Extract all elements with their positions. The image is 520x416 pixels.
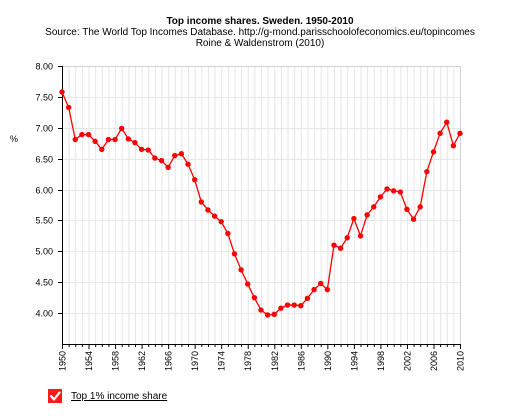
x-tick-label: 1994 [349,351,359,371]
data-point[interactable] [298,302,304,309]
x-tick-label: 1950 [58,351,68,371]
data-point[interactable] [331,242,337,248]
chart-subtitle-authors: Roine & Waldenstrom (2010) [195,38,325,49]
data-point[interactable] [404,206,410,213]
data-point[interactable] [225,230,231,237]
data-point[interactable] [138,146,145,153]
data-point[interactable] [158,157,165,164]
data-point[interactable] [337,245,344,251]
data-point[interactable] [165,164,171,171]
y-tick-label: 5.50 [35,216,53,226]
y-axis-label: % [10,134,18,144]
y-tick-label: 7.50 [35,93,53,103]
data-point[interactable] [278,305,284,311]
legend[interactable]: Top 1% income share [48,388,167,404]
y-tick-label: 8.00 [35,62,53,72]
data-point[interactable] [218,218,224,225]
x-tick-label: 1974 [217,351,227,371]
data-point[interactable] [390,188,397,194]
data-point[interactable] [205,207,211,213]
x-tick-label: 1962 [137,351,147,371]
data-point[interactable] [258,307,264,313]
y-tick-label: 6.50 [35,155,53,165]
data-point[interactable] [351,215,357,222]
data-point[interactable] [99,146,105,153]
chart-subtitle-source: Source: The World Top Incomes Database. … [45,27,475,38]
y-tick-label: 4.50 [35,278,53,288]
data-point[interactable] [450,142,457,149]
data-point[interactable] [357,233,364,239]
y-tick-label: 6.00 [35,186,53,196]
data-point[interactable] [344,235,350,241]
data-point[interactable] [92,138,98,145]
data-point[interactable] [172,152,178,159]
data-point[interactable] [59,89,65,95]
data-point[interactable] [125,136,132,142]
data-point[interactable] [371,204,377,210]
checkmark-icon [49,391,61,401]
x-tick-label: 1958 [111,351,121,371]
data-point[interactable] [410,216,417,222]
data-point[interactable] [437,130,443,137]
data-point[interactable] [119,125,125,132]
x-tick-label: 1966 [164,351,174,371]
data-point[interactable] [397,189,403,195]
data-point[interactable] [178,151,185,157]
x-tick-label: 1978 [243,351,253,371]
y-tick-label: 7.00 [35,124,53,134]
data-point[interactable] [284,302,291,308]
chart-titles: Top income shares. Sweden. 1950-2010 Sou… [0,16,520,49]
y-tick-label: 5.00 [35,247,53,257]
axes: 4.00 4.50 5.00 5.50 6.00 6.50 7.00 7.50 8.00 1950… [35,62,465,372]
data-point[interactable] [377,194,384,200]
data-point[interactable] [152,155,158,161]
data-point[interactable] [271,311,277,318]
x-tick-label: 1970 [190,351,200,371]
x-tick-label: 1998 [376,351,386,371]
x-tick-label: 1954 [84,351,94,371]
legend-label-top-1-percent[interactable]: Top 1% income share [71,390,168,402]
data-point[interactable] [264,312,271,318]
data-point[interactable] [231,251,238,257]
x-tick-label: 1982 [270,351,280,371]
legend-checkbox[interactable] [48,389,62,403]
data-point[interactable] [65,104,72,111]
data-point[interactable] [105,136,112,143]
x-tick-label: 2006 [429,351,439,371]
x-tick-label: 2010 [456,351,466,371]
data-point[interactable] [311,286,317,293]
series-top-1-percent [59,89,463,318]
data-point[interactable] [85,131,92,138]
data-point[interactable] [198,199,204,205]
x-tick-label: 1990 [323,351,333,371]
data-point[interactable] [318,280,324,287]
data-point[interactable] [251,294,258,301]
data-point[interactable] [238,267,244,273]
data-point[interactable] [304,295,311,301]
data-point[interactable] [145,147,151,153]
data-point[interactable] [211,213,218,219]
y-tick-label: 4.00 [35,309,53,319]
data-point[interactable] [457,130,463,137]
data-point[interactable] [324,286,331,293]
data-point[interactable] [430,149,437,155]
data-point[interactable] [444,119,450,125]
chart-title: Top income shares. Sweden. 1950-2010 [166,16,354,27]
data-point[interactable] [424,168,430,175]
data-point[interactable] [72,136,78,143]
data-point[interactable] [132,139,138,146]
data-point[interactable] [417,204,423,210]
data-point[interactable] [384,186,390,192]
grid [62,66,461,345]
x-tick-label: 2002 [402,351,412,371]
x-tick-label: 1986 [296,351,306,371]
data-point[interactable] [364,212,370,218]
data-point[interactable] [291,302,297,308]
data-point[interactable] [79,131,85,138]
data-point[interactable] [191,176,198,183]
data-point[interactable] [112,136,118,143]
data-point[interactable] [185,161,191,167]
data-point[interactable] [245,281,251,287]
